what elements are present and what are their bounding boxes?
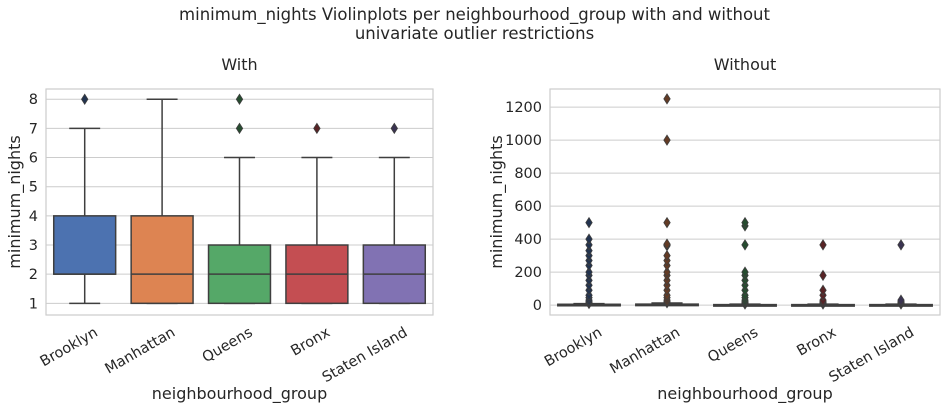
y-tick-label: 800 xyxy=(514,166,542,182)
outlier-point xyxy=(585,244,593,257)
y-tick-label: 400 xyxy=(514,232,542,248)
outlier-point xyxy=(663,93,671,105)
outlier-point xyxy=(585,233,593,245)
outlier-point xyxy=(663,249,671,262)
box-iqr-brooklyn xyxy=(52,215,117,275)
outlier-point xyxy=(235,93,244,105)
axes-frame xyxy=(549,88,941,316)
chart-panel-with: 1 2 3 4 5 6 7 8 Brooklyn Manhattan Queens BronxStat… xyxy=(5,55,434,404)
y-tick-label: 2 xyxy=(29,267,38,283)
subplot-title: Without xyxy=(714,55,777,74)
outlier-point xyxy=(585,266,593,278)
y-tick-label: 1000 xyxy=(505,133,542,149)
y-tick-label: 1200 xyxy=(505,100,542,116)
outlier-point xyxy=(313,122,321,135)
x-tick-label: Staten Island xyxy=(826,325,917,387)
y-tick-label: 8 xyxy=(29,92,38,108)
x-axis-label: neighbourhood_group xyxy=(657,384,832,404)
outlier-point xyxy=(663,266,671,278)
y-tick-label: 200 xyxy=(514,265,542,281)
x-tick-label: Bronx xyxy=(288,324,333,359)
figure-suptitle-line2: univariate outlier restrictions xyxy=(354,24,595,43)
y-axis-label: minimum_nights xyxy=(5,135,25,268)
outlier-point xyxy=(235,122,244,135)
y-axis-label: minimum_nights xyxy=(487,135,507,268)
subplot-title: With xyxy=(221,55,257,74)
outlier-point xyxy=(585,216,593,229)
outlier-point xyxy=(663,238,671,250)
outlier-point xyxy=(819,239,827,251)
y-tick-label: 0 xyxy=(533,298,542,314)
x-tick-label: Queens xyxy=(705,325,761,366)
x-tick-label: Manhattan xyxy=(102,325,178,378)
y-tick-label: 3 xyxy=(29,238,38,254)
figure-suptitle-line1: minimum_nights Violinplots per neighbour… xyxy=(179,5,770,24)
outlier-point xyxy=(81,93,89,105)
x-tick-label: Staten Island xyxy=(320,325,411,387)
outlier-point xyxy=(741,266,749,278)
outlier-point xyxy=(819,284,827,296)
x-tick-label: Manhattan xyxy=(607,325,683,378)
x-tick-label: Bronx xyxy=(794,324,839,359)
y-tick-label: 5 xyxy=(29,180,38,196)
axes-frame xyxy=(45,88,434,316)
x-tick-label: Brooklyn xyxy=(542,325,605,371)
outlier-point xyxy=(663,216,671,229)
outlier-point xyxy=(741,216,749,229)
y-tick-label: 4 xyxy=(29,209,38,225)
x-axis-label: neighbourhood_group xyxy=(152,384,327,404)
y-tick-label: 6 xyxy=(29,151,38,167)
outlier-point xyxy=(897,239,905,251)
y-tick-label: 600 xyxy=(514,199,542,215)
y-tick-label: 1 xyxy=(29,296,38,312)
outlier-point xyxy=(585,239,593,251)
outlier-point xyxy=(741,239,749,251)
chart-panel-without: 0 200 400 600 800 1000 1200 Brooklyn Manhattan Qu… xyxy=(487,55,941,404)
outlier-point xyxy=(390,122,398,135)
x-tick-label: Queens xyxy=(200,325,256,366)
y-tick-label: 7 xyxy=(29,121,38,137)
outlier-point xyxy=(897,294,905,306)
outlier-point xyxy=(663,134,671,146)
x-tick-label: Brooklyn xyxy=(38,325,101,371)
outlier-point xyxy=(819,269,827,282)
box-iqr-manhattan xyxy=(130,215,194,305)
